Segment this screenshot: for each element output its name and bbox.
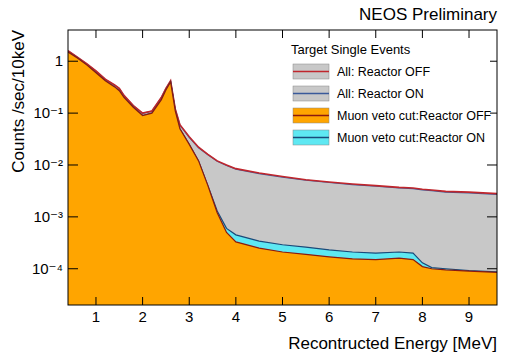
legend-swatch <box>293 130 329 145</box>
legend-label: All: Reactor ON <box>337 87 424 101</box>
x-tick <box>375 30 376 38</box>
x-tick <box>422 30 423 38</box>
x-tick-label: 6 <box>325 308 333 325</box>
x-tick <box>282 297 283 305</box>
y-tick <box>487 268 497 269</box>
x-tick-label: 1 <box>92 308 100 325</box>
x-tick <box>95 297 96 305</box>
x-tick <box>422 297 423 305</box>
legend: Target Single Events All: Reactor OFF All:… <box>283 38 492 156</box>
y-tick <box>68 268 78 269</box>
x-tick <box>469 297 470 305</box>
x-tick <box>375 297 376 305</box>
y-tick <box>68 113 78 114</box>
x-tick <box>189 30 190 38</box>
legend-label: All: Reactor OFF <box>337 65 430 79</box>
y-tick-label: 1 <box>55 52 63 69</box>
legend-swatch-line <box>293 137 329 139</box>
legend-box <box>283 38 490 156</box>
x-tick <box>95 30 96 38</box>
x-tick <box>142 297 143 305</box>
legend-title: Target Single Events <box>291 42 411 57</box>
plot-frame <box>68 30 497 305</box>
x-axis-label: Recontructed Energy [MeV] <box>288 334 497 353</box>
title: NEOS Preliminary <box>359 5 497 24</box>
y-tick <box>487 216 497 217</box>
legend-swatch-line <box>293 115 329 117</box>
legend-label: Muon veto cut:Reactor ON <box>337 131 485 145</box>
y-axis-label: Counts /sec/10keV <box>9 29 28 172</box>
y-tick <box>68 216 78 217</box>
x-tick-label: 3 <box>185 308 193 325</box>
x-tick-label: 7 <box>372 308 380 325</box>
legend-label: Muon veto cut:Reactor OFF <box>337 109 492 123</box>
legend-swatch <box>293 108 329 123</box>
y-tick <box>487 164 497 165</box>
legend-swatch <box>293 86 329 101</box>
legend-swatch-line <box>293 71 329 73</box>
x-tick <box>469 30 470 38</box>
legend-swatch-line <box>293 93 329 95</box>
y-tick <box>68 164 78 165</box>
chart: 1 2 3 4 5 6 7 8 9 10⁻⁴ 10⁻³ 10⁻² 10⁻¹ 1 NEOS Prelimina… <box>0 0 511 361</box>
legend-swatch <box>293 64 329 79</box>
y-tick-label: 10⁻⁴ <box>32 260 63 277</box>
x-tick-label: 9 <box>465 308 473 325</box>
y-tick-label: 10⁻¹ <box>33 104 63 121</box>
y-tick-label: 10⁻² <box>33 156 63 173</box>
x-tick-label: 2 <box>138 308 146 325</box>
x-tick <box>282 30 283 38</box>
x-tick-label: 5 <box>278 308 286 325</box>
y-tick-label: 10⁻³ <box>33 208 63 225</box>
x-tick <box>329 30 330 38</box>
y-tick <box>68 61 78 62</box>
x-tick-label: 8 <box>418 308 426 325</box>
x-tick <box>235 297 236 305</box>
x-tick <box>189 297 190 305</box>
x-tick <box>235 30 236 38</box>
x-tick <box>329 297 330 305</box>
x-tick <box>142 30 143 38</box>
x-tick-label: 4 <box>232 308 240 325</box>
